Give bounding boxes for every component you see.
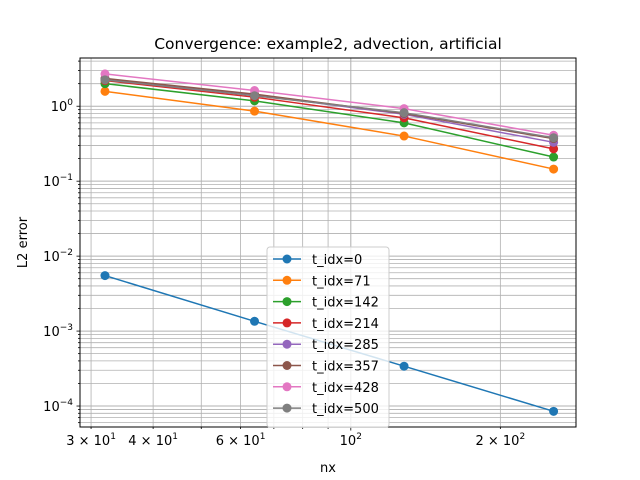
legend-label: t_idx=428 — [312, 381, 379, 396]
legend-marker — [282, 275, 292, 285]
legend-label: t_idx=0 — [312, 253, 362, 268]
x-tick-label: 3 × 101 — [66, 432, 116, 449]
data-point — [250, 316, 260, 326]
x-tick-label: 102 — [340, 432, 362, 449]
data-point — [399, 108, 409, 118]
legend-box — [266, 246, 390, 428]
legend-label: t_idx=285 — [312, 338, 379, 353]
legend-entry: t_idx=285 — [273, 338, 379, 353]
legend-entry: t_idx=357 — [273, 360, 379, 375]
data-point — [549, 152, 559, 162]
data-point — [549, 164, 559, 174]
data-point — [549, 406, 559, 416]
x-tick-label: 2 × 102 — [475, 432, 525, 449]
legend-marker — [282, 361, 292, 370]
legend-label: t_idx=71 — [312, 274, 371, 289]
data-point — [549, 133, 559, 143]
legend-entry: t_idx=142 — [273, 296, 379, 311]
data-point — [100, 271, 110, 281]
series-line — [104, 82, 554, 158]
legend-entry: t_idx=500 — [273, 402, 379, 417]
series-line — [104, 90, 554, 170]
legend-label: t_idx=357 — [312, 360, 379, 375]
data-point — [100, 75, 110, 85]
legend-marker — [282, 382, 292, 392]
x-tick-label: 4 × 101 — [128, 432, 178, 449]
y-axis-label: L2 error — [16, 216, 31, 268]
data-point — [250, 91, 260, 101]
y-tick-label: 10−4 — [43, 398, 73, 415]
series-line — [104, 73, 554, 136]
data-point — [549, 144, 559, 154]
legend-label: t_idx=214 — [312, 317, 379, 332]
y-tick-label: 100 — [51, 98, 74, 115]
series-t_idx=500 — [100, 75, 559, 143]
chart-title: Convergence: example2, advection, artifi… — [154, 35, 502, 53]
legend-entry: t_idx=428 — [273, 381, 379, 396]
legend-label: t_idx=500 — [312, 402, 379, 417]
legend-entry: t_idx=214 — [273, 317, 379, 332]
series-line — [104, 79, 554, 139]
legend-entry: t_idx=71 — [273, 274, 371, 289]
series-line — [104, 79, 554, 150]
legend-marker — [282, 297, 292, 307]
data-point — [399, 131, 409, 141]
x-tick-label: 6 × 101 — [216, 432, 266, 449]
data-point — [100, 86, 110, 96]
legend-label: t_idx=142 — [312, 296, 379, 311]
y-tick-label: 10−2 — [43, 248, 73, 265]
legend-marker — [282, 403, 292, 413]
axis-ticks: 3 × 101 4 × 101 6 × 101 102 2 × 102 10−4 10−3 1… — [43, 60, 525, 449]
legend-marker — [282, 339, 292, 349]
x-axis-label: nx — [320, 461, 336, 476]
series-t_idx=71 — [100, 86, 559, 174]
legend-entry: t_idx=0 — [273, 253, 362, 268]
y-tick-label: 10−1 — [43, 173, 73, 190]
legend: t_idx=0 t_idx=71 t_idx=142 t_idx=214 t_idx=2… — [266, 246, 390, 428]
legend-marker — [282, 254, 292, 264]
data-point — [250, 106, 260, 116]
plot-series — [100, 69, 559, 416]
y-tick-label: 10−3 — [43, 323, 73, 340]
legend-marker — [282, 318, 292, 328]
data-point — [399, 361, 409, 371]
